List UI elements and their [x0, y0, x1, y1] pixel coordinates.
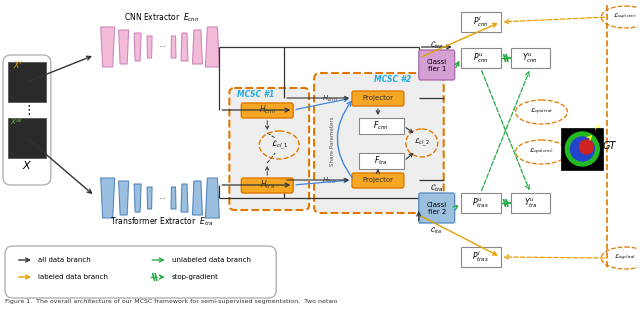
Text: all data branch: all data branch [38, 257, 91, 263]
Text: $Y^u_{cnn}$: $Y^u_{cnn}$ [522, 51, 538, 65]
Text: $H_{tra}$: $H_{tra}$ [322, 176, 336, 186]
FancyBboxPatch shape [419, 50, 454, 80]
Polygon shape [100, 178, 115, 218]
FancyBboxPatch shape [419, 193, 454, 223]
Polygon shape [193, 181, 202, 215]
FancyBboxPatch shape [3, 55, 51, 185]
FancyBboxPatch shape [314, 73, 444, 213]
Circle shape [579, 140, 593, 154]
FancyBboxPatch shape [229, 88, 309, 210]
FancyBboxPatch shape [5, 246, 276, 298]
Text: $P^l_{tras}$: $P^l_{tras}$ [472, 250, 489, 265]
Text: $Y^l$: $Y^l$ [593, 122, 602, 133]
Text: Projector: Projector [362, 177, 394, 183]
Text: $\mathcal{L}_{sup(tra)}$: $\mathcal{L}_{sup(tra)}$ [614, 253, 636, 263]
Text: CNN Extractor  $E_{cnn}$: CNN Extractor $E_{cnn}$ [124, 12, 199, 24]
Text: $X^l$: $X^l$ [13, 59, 22, 71]
Polygon shape [205, 178, 220, 218]
Text: $X$: $X$ [22, 159, 32, 171]
Text: $\mathcal{C}_{tra}$: $\mathcal{C}_{tra}$ [431, 226, 443, 236]
Text: $\mathcal{L}_{sup(cnn)}$: $\mathcal{L}_{sup(cnn)}$ [613, 12, 637, 22]
Circle shape [565, 132, 599, 166]
Text: ...: ... [159, 40, 166, 49]
Text: $\mathcal{C}_{tra}$: $\mathcal{C}_{tra}$ [430, 182, 444, 194]
Text: $H_{cnn}$: $H_{cnn}$ [322, 94, 338, 104]
Polygon shape [205, 27, 220, 67]
Polygon shape [171, 187, 176, 209]
Polygon shape [147, 36, 152, 58]
Text: $Y^u_{tra}$: $Y^u_{tra}$ [524, 196, 538, 210]
Polygon shape [134, 184, 141, 212]
Bar [8, 62, 46, 102]
Text: $\mathcal{L}_{cps(tra)}$: $\mathcal{L}_{cps(tra)}$ [530, 107, 553, 117]
Text: $P^u_{cnn}$: $P^u_{cnn}$ [472, 51, 488, 65]
Text: $P^l_{cnn}$: $P^l_{cnn}$ [472, 15, 488, 29]
Polygon shape [100, 27, 115, 67]
Bar [511, 193, 550, 213]
Text: GT: GT [602, 141, 616, 151]
Polygon shape [181, 33, 188, 61]
FancyBboxPatch shape [352, 91, 404, 106]
Text: $\mathcal{C}_{tra}$: $\mathcal{C}_{tra}$ [430, 39, 444, 51]
Polygon shape [147, 187, 152, 209]
Text: $X^{all}$: $X^{all}$ [10, 116, 23, 128]
Circle shape [570, 137, 595, 161]
Text: Share Parameters: Share Parameters [330, 116, 335, 166]
Text: $\vdots$: $\vdots$ [22, 103, 31, 117]
Text: Transformer Extractor  $E_{tra}$: Transformer Extractor $E_{tra}$ [110, 216, 213, 228]
Text: Classi
fier 1: Classi fier 1 [427, 58, 447, 71]
Text: $\mathcal{L}_{cl\_2}$: $\mathcal{L}_{cl\_2}$ [413, 137, 430, 149]
Text: MCSC #1: MCSC #1 [237, 90, 275, 99]
Bar [561, 128, 604, 170]
Text: $F_{tra}$: $F_{tra}$ [374, 155, 388, 167]
Text: stop-gradient: stop-gradient [172, 274, 218, 280]
Text: $H_{cnn}$: $H_{cnn}$ [259, 104, 276, 116]
Text: Figure 1.  The overall architecture of our MCSC framework for semi-supervised se: Figure 1. The overall architecture of ou… [5, 299, 337, 304]
Text: $F_{cnn}$: $F_{cnn}$ [373, 120, 388, 132]
Polygon shape [118, 181, 129, 215]
Text: $\mathcal{L}_{cps(cnn)}$: $\mathcal{L}_{cps(cnn)}$ [529, 147, 554, 157]
Bar [359, 153, 404, 169]
Polygon shape [134, 33, 141, 61]
Text: Classi
fier 2: Classi fier 2 [427, 201, 447, 214]
FancyBboxPatch shape [241, 103, 293, 118]
Bar [461, 247, 500, 267]
Polygon shape [193, 30, 202, 64]
FancyBboxPatch shape [241, 178, 293, 193]
Bar [461, 48, 500, 68]
Polygon shape [118, 30, 129, 64]
Text: unlabeled data branch: unlabeled data branch [172, 257, 250, 263]
Bar [511, 48, 550, 68]
Text: $\mathcal{L}_{cl\_1}$: $\mathcal{L}_{cl\_1}$ [271, 138, 288, 152]
Bar [359, 118, 404, 134]
Bar [8, 118, 46, 158]
Text: ...: ... [159, 192, 166, 201]
Polygon shape [171, 36, 176, 58]
Bar [461, 12, 500, 32]
Text: $H_{tra}$: $H_{tra}$ [260, 179, 275, 191]
Bar [461, 193, 500, 213]
Text: MCSC #2: MCSC #2 [374, 75, 411, 84]
Text: Projector: Projector [362, 95, 394, 101]
FancyBboxPatch shape [352, 173, 404, 188]
Polygon shape [181, 184, 188, 212]
Text: $P^u_{tras}$: $P^u_{tras}$ [472, 196, 489, 210]
Text: labeled data branch: labeled data branch [38, 274, 108, 280]
